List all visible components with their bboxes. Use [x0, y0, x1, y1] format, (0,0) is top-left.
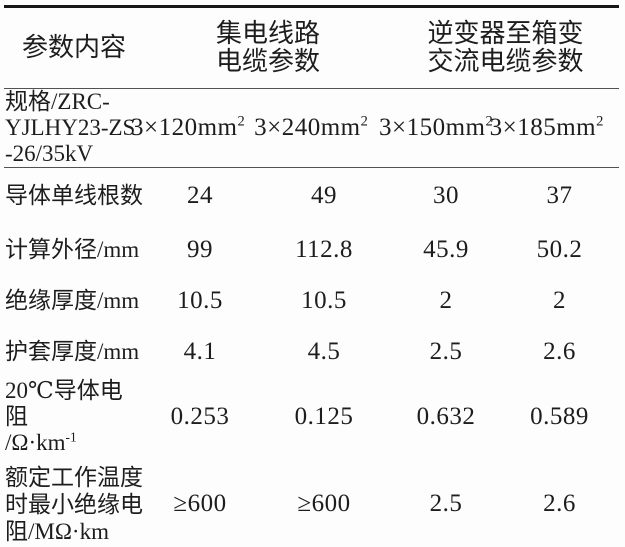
spec-value-2-sup: 2 — [360, 113, 368, 130]
spec-value-1: 3×120mm — [131, 114, 238, 141]
row-label-insulation-thickness: 绝缘厚度/mm — [4, 276, 144, 327]
cell-resistance-col3: 0.632 — [416, 402, 476, 430]
header-param-content: 参数内容 — [4, 6, 144, 89]
cell-min-resistance-col2: ≥600 — [297, 490, 351, 517]
cell-diameter-col2: 112.8 — [295, 236, 353, 263]
header-group-inverter-to-box-cable: 逆变器至箱变 交流电缆参数 — [392, 6, 620, 89]
cell-spec-col1: 3×120mm2 — [131, 88, 256, 168]
cell-sheath-col4: 2.6 — [543, 338, 576, 365]
row1-label-line: 导体单线根数 — [5, 183, 143, 209]
header-group2-line2: 交流电缆参数 — [427, 47, 584, 76]
table-row-conductor-strand-count: 导体单线根数 24 49 30 37 — [4, 168, 619, 225]
cell-spec-col3: 3×150mm2 — [379, 88, 501, 168]
row2-label-line: 计算外径/mm — [5, 237, 140, 262]
spec-value-4-sup: 2 — [596, 113, 604, 130]
cell-diameter-col1: 99 — [187, 236, 213, 263]
cell-sheath-col1: 4.1 — [183, 338, 217, 365]
table-header-row: 参数内容 集电线路 电缆参数 逆变器至箱变 交流电缆参数 — [4, 6, 620, 89]
cell-min-resistance-col4: 2.6 — [543, 490, 576, 517]
header-group2-line1: 逆变器至箱变 — [427, 19, 584, 48]
header-group1-line1: 集电线路 — [216, 19, 321, 48]
cell-strands-col1: 24 — [187, 182, 213, 210]
row-label-calculated-outer-diameter: 计算外径/mm — [4, 225, 144, 276]
row5-unit-base: /Ω·km — [5, 429, 66, 455]
row6-label-line2: 时最小绝缘电 — [5, 491, 143, 517]
cell-diameter-col3: 45.9 — [423, 236, 469, 263]
spec-value-1-sup: 2 — [237, 113, 245, 130]
row-label-conductor-resistance-20c: 20℃导体电阻 /Ω·km-1 — [4, 378, 144, 456]
spec-value-2: 3×240mm — [254, 114, 361, 141]
spec-label-line3: -26/35kV — [5, 141, 94, 166]
row5-unit-sup: -1 — [65, 428, 77, 444]
table-row-sheath-thickness: 护套厚度/mm 4.1 4.5 2.5 2.6 — [4, 327, 619, 378]
cell-diameter-col4: 50.2 — [536, 236, 583, 263]
cell-sheath-col2: 4.5 — [307, 338, 341, 365]
row-label-conductor-strand-count: 导体单线根数 — [4, 168, 144, 225]
header-group-collector-line-cable: 集电线路 电缆参数 — [144, 6, 393, 89]
cable-parameters-table: 参数内容 集电线路 电缆参数 逆变器至箱变 交流电缆参数 规格/ZRC- YJL… — [4, 5, 620, 547]
spec-label-line1: 规格/ZRC- — [5, 89, 110, 114]
cell-strands-col3: 30 — [433, 182, 460, 210]
spec-value-4: 3×185mm — [489, 114, 597, 141]
table-row-conductor-resistance-20c: 20℃导体电阻 /Ω·km-1 0.253 0.125 0.632 0.589 — [4, 378, 619, 456]
spec-value-3-sup: 2 — [485, 113, 493, 130]
row3-label-line: 绝缘厚度/mm — [5, 288, 140, 313]
cell-spec-col2: 3×240mm2 — [254, 88, 393, 168]
cell-insulation-col2: 10.5 — [301, 287, 347, 314]
cell-sheath-col3: 2.5 — [429, 338, 463, 365]
table-row-specification: 规格/ZRC- YJLHY23-ZS -26/35kV 3×120mm2 3×2… — [4, 88, 620, 168]
cell-insulation-col4: 2 — [553, 287, 567, 314]
row-label-min-insulation-resistance: 额定工作温度 时最小绝缘电 阻/MΩ·km — [4, 456, 144, 547]
cell-insulation-col3: 2 — [439, 287, 453, 314]
row-label-sheath-thickness: 护套厚度/mm — [4, 327, 144, 378]
row-label-specification: 规格/ZRC- YJLHY23-ZS -26/35kV — [4, 88, 144, 168]
cell-strands-col2: 49 — [311, 182, 337, 210]
spec-label-line2: YJLHY23-ZS — [5, 115, 136, 140]
table-row-calculated-outer-diameter: 计算外径/mm 99 112.8 45.9 50.2 — [4, 225, 619, 276]
cell-resistance-col1: 0.253 — [170, 402, 230, 430]
cell-min-resistance-col1: ≥600 — [173, 490, 227, 517]
row6-label-line1: 额定工作温度 — [5, 464, 143, 490]
row5-label-line1: 20℃导体电阻 — [5, 377, 123, 429]
row5-label-line2: /Ω·km-1 — [5, 430, 144, 456]
cell-insulation-col1: 10.5 — [177, 287, 223, 314]
header-param-content-label: 参数内容 — [21, 33, 126, 62]
table-row-insulation-thickness: 绝缘厚度/mm 10.5 10.5 2 2 — [4, 276, 619, 327]
cell-resistance-col2: 0.125 — [294, 402, 354, 430]
cell-min-resistance-col3: 2.5 — [429, 490, 463, 517]
header-group1-line2: 电缆参数 — [216, 47, 321, 76]
row4-label-line: 护套厚度/mm — [5, 339, 140, 364]
table-row-min-insulation-resistance: 额定工作温度 时最小绝缘电 阻/MΩ·km ≥600 ≥600 2.5 2.6 — [4, 456, 619, 547]
row6-label-line3: 阻/MΩ·km — [5, 518, 109, 544]
spec-value-3: 3×150mm — [379, 114, 486, 141]
cell-spec-col4: 3×185mm2 — [490, 88, 620, 168]
cell-strands-col4: 37 — [546, 182, 573, 210]
cell-resistance-col4: 0.589 — [530, 402, 589, 430]
